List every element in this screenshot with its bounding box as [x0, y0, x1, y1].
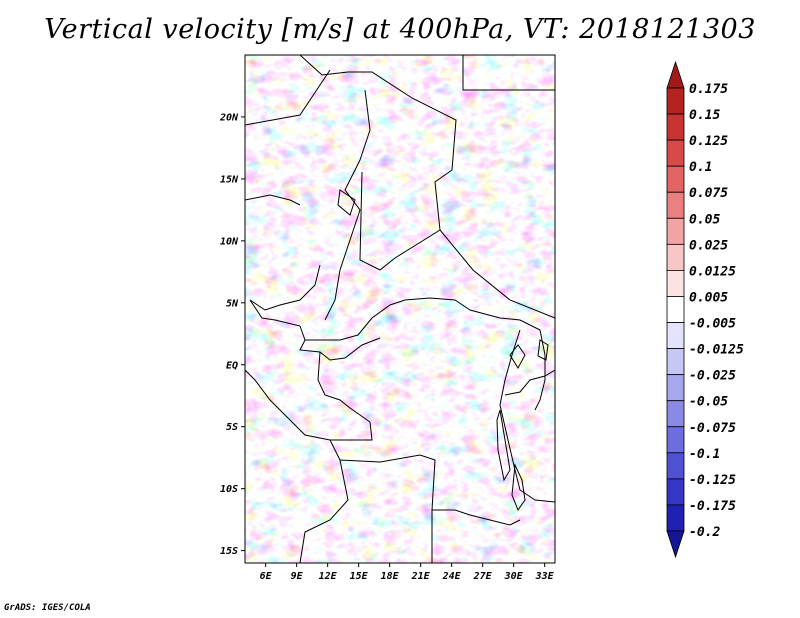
- colorbar-segment: [666, 270, 685, 297]
- lon-label: 15E: [350, 571, 369, 582]
- colorbar-label: -0.075: [689, 421, 736, 436]
- map-title: Vertical velocity [m/s] at 400hPa, VT: 2…: [44, 14, 756, 45]
- colorbar-top-triangle: [666, 60, 685, 89]
- colorbar-label: 0.125: [689, 134, 728, 149]
- colorbar-segment: [666, 139, 685, 167]
- map-frame: [244, 54, 556, 564]
- colorbar-label: -0.0125: [689, 343, 744, 358]
- colorbar-label: 0.15: [689, 108, 720, 123]
- lat-label: 15N: [220, 174, 239, 185]
- colorbar-label: 0.005: [689, 290, 728, 305]
- lon-label: 12E: [319, 571, 338, 582]
- colorbar-segment: [666, 426, 685, 454]
- lat-label: 10S: [220, 484, 238, 495]
- lon-label: 33E: [535, 571, 555, 582]
- colorbar-label: 0.025: [689, 238, 728, 253]
- colorbar-label: 0.1: [689, 160, 712, 175]
- software-credit: GrADS: IGES/COLA: [4, 603, 91, 613]
- colorbar-segment: [666, 191, 685, 219]
- colorbar-label: -0.1: [689, 447, 720, 462]
- colorbar: 0.175 0.15 0.125 0.1 0.075 0.05 0.025 0.0125 0.0…: [666, 60, 744, 559]
- colorbar-label: -0.125: [689, 473, 736, 488]
- lon-label: 21E: [411, 571, 431, 582]
- colorbar-segment: [666, 243, 685, 271]
- lon-label: 24E: [442, 571, 462, 582]
- country-borders: [245, 55, 555, 563]
- colorbar-segment: [666, 400, 685, 428]
- lon-label: 6E: [260, 571, 273, 582]
- colorbar-segment: [666, 374, 685, 402]
- colorbar-label: -0.025: [689, 369, 736, 384]
- colorbar-label: -0.05: [689, 395, 728, 410]
- velocity-field: [245, 55, 555, 563]
- colorbar-segment: [666, 322, 685, 349]
- colorbar-segment: [666, 113, 685, 141]
- lat-axis: 20N 15N 10N 5N EQ 5S 10S 15S: [219, 112, 245, 557]
- colorbar-segment: [666, 87, 685, 115]
- colorbar-segment: [666, 504, 685, 532]
- lat-label: 5N: [226, 298, 239, 309]
- colorbar-segment: [666, 296, 685, 323]
- colorbar-segment: [666, 165, 685, 193]
- colorbar-segment: [666, 452, 685, 480]
- colorbar-label: 0.05: [689, 212, 720, 227]
- lon-label: 30E: [504, 571, 524, 582]
- lon-label: 9E: [291, 571, 304, 582]
- colorbar-label: 0.0125: [689, 264, 736, 279]
- lat-label: 20N: [219, 112, 239, 123]
- colorbar-label: 0.075: [689, 186, 728, 201]
- colorbar-label: -0.2: [689, 525, 720, 540]
- lakes: [337, 189, 549, 512]
- lat-label: 10N: [220, 236, 239, 247]
- lat-label: 5S: [226, 422, 238, 433]
- colorbar-label: -0.175: [689, 499, 736, 514]
- lat-label: EQ: [226, 360, 238, 371]
- colorbar-segment: [666, 348, 685, 376]
- colorbar-label: 0.175: [689, 82, 728, 97]
- colorbar-bottom-triangle: [666, 530, 685, 559]
- lon-label: 18E: [381, 571, 400, 582]
- colorbar-label: -0.005: [689, 317, 736, 332]
- lat-label: 15S: [220, 546, 238, 557]
- lon-axis: 6E 9E 12E 15E 18E 21E 24E 27E 30E 33E: [260, 563, 555, 582]
- colorbar-segment: [666, 217, 685, 245]
- colorbar-segment: [666, 478, 685, 506]
- lon-label: 27E: [473, 571, 493, 582]
